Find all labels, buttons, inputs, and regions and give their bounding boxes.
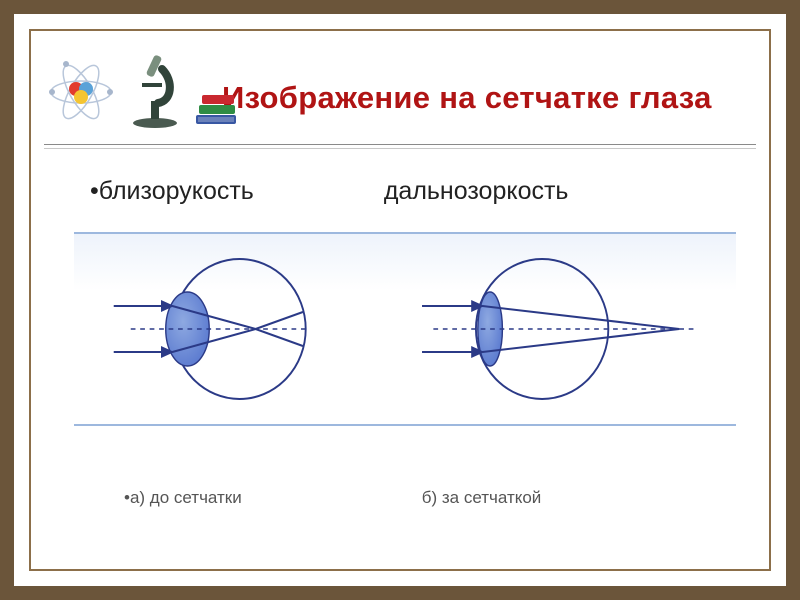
subtitle-hyperopia: дальнозоркость: [384, 177, 569, 206]
header-icons: [44, 48, 214, 134]
microscope-icon: [128, 51, 182, 134]
subtitle-myopia: •близорукость: [90, 177, 254, 206]
eye-diagram-panel: [74, 232, 736, 426]
atom-icon: [44, 55, 118, 134]
caption-right: б) за сетчаткой: [422, 488, 542, 508]
caption-left: •а) до сетчатки: [124, 488, 242, 508]
books-icon: [192, 91, 240, 134]
page-title: Изображение на сетчатке глаза: [222, 80, 712, 116]
